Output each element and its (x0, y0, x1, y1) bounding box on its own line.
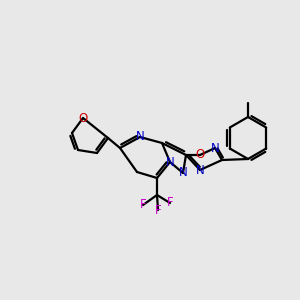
Text: F: F (140, 199, 146, 212)
Text: O: O (195, 148, 205, 161)
Text: F: F (167, 196, 173, 209)
Text: N: N (136, 130, 144, 143)
Text: N: N (178, 167, 188, 179)
Text: N: N (196, 164, 204, 176)
Text: F: F (155, 203, 161, 217)
Text: N: N (166, 155, 174, 169)
Text: N: N (211, 142, 219, 154)
Text: O: O (78, 112, 88, 124)
